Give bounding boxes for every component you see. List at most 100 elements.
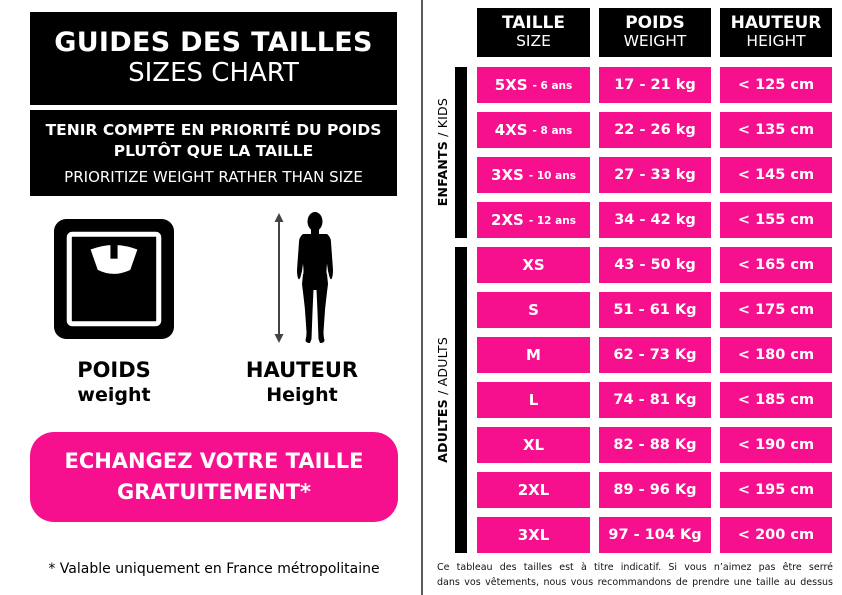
size-label: XS <box>522 256 545 274</box>
table-row: S 51 - 61 Kg < 175 cm <box>477 292 832 328</box>
table-disclaimer: Ce tableau des tailles est à titre indic… <box>437 561 833 590</box>
weight-legend-fr: POIDS <box>77 358 151 382</box>
table-row: XL 82 - 88 Kg < 190 cm <box>477 427 832 463</box>
size-table: TAILLE SIZE POIDS WEIGHT HAUTEUR HEIGHT … <box>430 0 834 590</box>
table-row: XS 43 - 50 kg < 165 cm <box>477 247 832 283</box>
section-kids: ENFANTS / KIDS 5XS - 6 ans 17 - 21 kg < 1… <box>430 67 834 238</box>
size-cell: 2XS - 12 ans <box>477 202 590 238</box>
size-label: 3XL <box>517 526 550 544</box>
table-row: 4XS - 8 ans 22 - 26 kg < 135 cm <box>477 112 832 148</box>
table-row: L 74 - 81 Kg < 185 cm <box>477 382 832 418</box>
height-cell: < 165 cm <box>720 247 832 283</box>
height-cell: < 125 cm <box>720 67 832 103</box>
height-cell: < 190 cm <box>720 427 832 463</box>
adults-label-sep: / <box>435 386 450 400</box>
size-cell: L <box>477 382 590 418</box>
weight-cell: 82 - 88 Kg <box>599 427 711 463</box>
height-cell: < 195 cm <box>720 472 832 508</box>
age-label: - 10 ans <box>528 170 576 182</box>
size-cell: 2XL <box>477 472 590 508</box>
header-size-fr: TAILLE <box>501 12 566 33</box>
kids-section-bar <box>455 67 467 238</box>
height-cell: < 180 cm <box>720 337 832 373</box>
size-label: M <box>526 346 541 364</box>
table-row: M 62 - 73 Kg < 180 cm <box>477 337 832 373</box>
header-weight-en: WEIGHT <box>623 32 687 51</box>
weight-legend-en: weight <box>77 384 151 407</box>
age-label: - 12 ans <box>528 215 576 227</box>
weight-cell: 17 - 21 kg <box>599 67 711 103</box>
notice-fr-line1: TENIR COMPTE EN PRIORITÉ DU POIDS <box>45 121 382 140</box>
kids-rows: 5XS - 6 ans 17 - 21 kg < 125 cm 4XS - 8 an… <box>477 67 832 238</box>
vertical-divider <box>421 0 423 595</box>
adults-rows: XS 43 - 50 kg < 165 cm S 51 - 61 Kg < 17… <box>477 247 832 553</box>
weight-cell: 22 - 26 kg <box>599 112 711 148</box>
size-label: 5XS <box>494 76 528 94</box>
weight-cell: 74 - 81 Kg <box>599 382 711 418</box>
weight-cell: 27 - 33 kg <box>599 157 711 193</box>
table-header-row: TAILLE SIZE POIDS WEIGHT HAUTEUR HEIGHT <box>477 8 834 57</box>
size-cell: 3XL <box>477 517 590 553</box>
height-cell: < 185 cm <box>720 382 832 418</box>
weight-cell: 97 - 104 Kg <box>599 517 711 553</box>
height-legend-fr: HAUTEUR <box>245 358 359 382</box>
page-title-fr: GUIDES DES TAILLES <box>54 27 373 59</box>
notice-fr-line2: PLUTÔT QUE LA TAILLE <box>113 141 314 160</box>
size-label: 2XL <box>517 481 550 499</box>
page-title-en: SIZES CHART <box>128 58 299 89</box>
table-disclaimer-line2: dans vos vêtements, nous vous recommando… <box>437 576 833 588</box>
france-footnote: * Valable uniquement en France métropoli… <box>48 561 380 577</box>
weight-cell: 34 - 42 kg <box>599 202 711 238</box>
kids-label-fr: ENFANTS <box>435 141 450 207</box>
header-height: HAUTEUR HEIGHT <box>720 8 832 57</box>
header-weight-fr: POIDS <box>625 12 685 33</box>
size-label: 3XS <box>491 166 524 184</box>
size-cell: XL <box>477 427 590 463</box>
table-row: 3XL 97 - 104 Kg < 200 cm <box>477 517 832 553</box>
size-label: XL <box>522 436 545 454</box>
exchange-size-line2: GRATUITEMENT* <box>116 480 311 504</box>
size-cell: 4XS - 8 ans <box>477 112 590 148</box>
height-cell: < 155 cm <box>720 202 832 238</box>
age-label: - 6 ans <box>532 80 573 92</box>
section-label-kids: ENFANTS / KIDS <box>435 98 450 206</box>
height-cell: < 200 cm <box>720 517 832 553</box>
height-figure-icon <box>262 210 342 346</box>
size-cell: XS <box>477 247 590 283</box>
weight-cell: 43 - 50 kg <box>599 247 711 283</box>
table-body: ENFANTS / KIDS 5XS - 6 ans 17 - 21 kg < 1… <box>430 67 834 553</box>
section-adults-side: ADULTES / ADULTS <box>430 247 467 553</box>
size-cell: M <box>477 337 590 373</box>
height-legend: HAUTEUR Height <box>227 358 377 408</box>
header-weight: POIDS WEIGHT <box>599 8 711 57</box>
weight-cell: 62 - 73 Kg <box>599 337 711 373</box>
table-row: 2XS - 12 ans 34 - 42 kg < 155 cm <box>477 202 832 238</box>
height-cell: < 175 cm <box>720 292 832 328</box>
table-row: 3XS - 10 ans 27 - 33 kg < 145 cm <box>477 157 832 193</box>
size-cell: 5XS - 6 ans <box>477 67 590 103</box>
header-size-en: SIZE <box>516 32 551 51</box>
height-legend-en: Height <box>266 384 338 407</box>
weight-scale-icon <box>53 218 175 340</box>
priority-notice-box: TENIR COMPTE EN PRIORITÉ DU POIDS PLUTÔT… <box>30 110 397 196</box>
section-kids-side: ENFANTS / KIDS <box>430 67 467 238</box>
size-label: S <box>528 301 539 319</box>
size-cell: S <box>477 292 590 328</box>
age-label: - 8 ans <box>532 125 573 137</box>
size-cell: 3XS - 10 ans <box>477 157 590 193</box>
title-box: GUIDES DES TAILLES SIZES CHART <box>30 12 397 105</box>
size-label: 4XS <box>494 121 528 139</box>
table-row: 2XL 89 - 96 Kg < 195 cm <box>477 472 832 508</box>
header-height-en: HEIGHT <box>746 32 806 51</box>
weight-legend: POIDS weight <box>39 358 189 408</box>
weight-cell: 51 - 61 Kg <box>599 292 711 328</box>
section-label-adults: ADULTES / ADULTS <box>435 337 450 463</box>
kids-label-en: KIDS <box>435 98 450 129</box>
height-cell: < 135 cm <box>720 112 832 148</box>
kids-label-sep: / <box>435 128 450 142</box>
size-label: 2XS <box>491 211 524 229</box>
notice-en: PRIORITIZE WEIGHT RATHER THAN SIZE <box>64 167 363 186</box>
section-adults: ADULTES / ADULTS XS 43 - 50 kg < 165 cm … <box>430 247 834 553</box>
exchange-size-button[interactable]: ECHANGEZ VOTRE TAILLE GRATUITEMENT* <box>30 432 398 522</box>
adults-section-bar <box>455 247 467 553</box>
